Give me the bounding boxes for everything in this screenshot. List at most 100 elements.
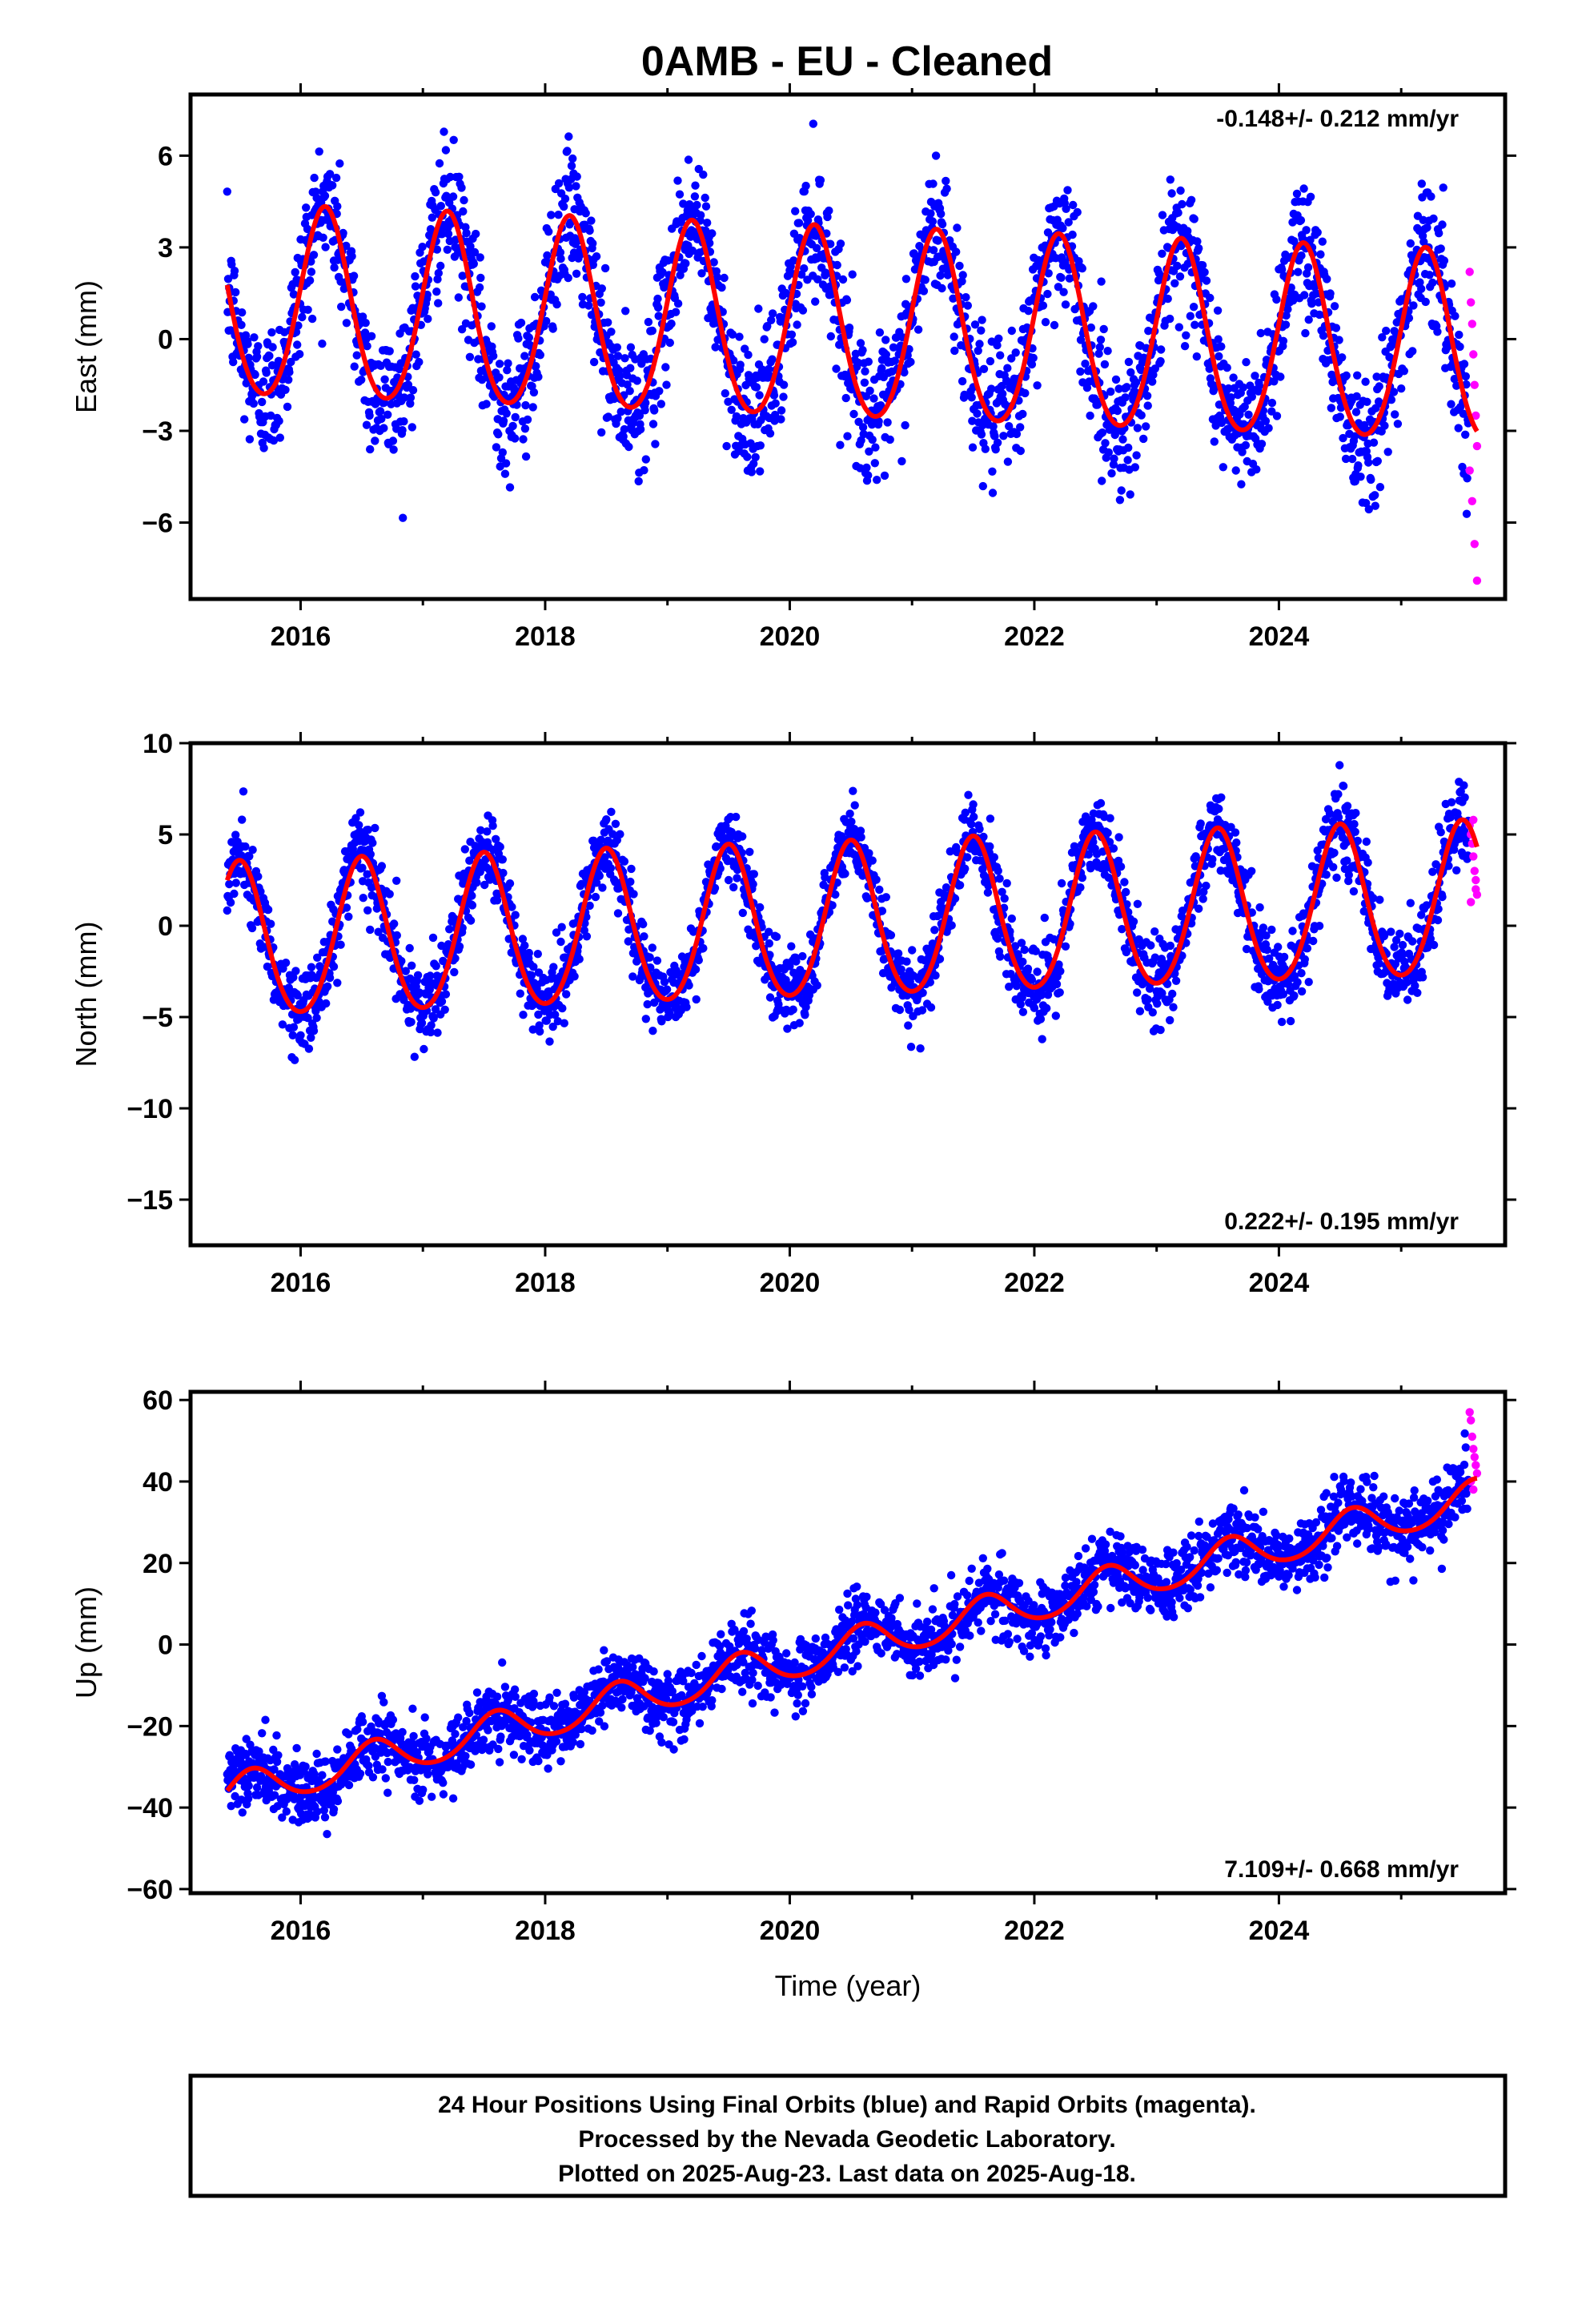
- final-orbit-point: [1018, 993, 1026, 1003]
- final-orbit-point: [765, 364, 773, 374]
- final-orbit-point: [958, 277, 966, 286]
- final-orbit-point: [779, 392, 788, 401]
- final-orbit-point: [320, 191, 330, 200]
- final-orbit-point: [648, 943, 656, 952]
- final-orbit-point: [281, 385, 290, 394]
- final-orbit-point: [747, 468, 756, 476]
- final-orbit-point: [1005, 422, 1014, 431]
- final-orbit-point: [1300, 291, 1309, 300]
- final-orbit-point: [1339, 433, 1347, 443]
- final-orbit-point: [1087, 815, 1096, 824]
- final-orbit-point: [921, 275, 930, 284]
- final-orbit-point: [1350, 819, 1359, 829]
- final-orbit-point: [823, 212, 832, 222]
- final-orbit-point: [755, 391, 764, 400]
- final-orbit-point: [440, 127, 448, 136]
- final-orbit-point: [1158, 211, 1167, 219]
- final-orbit-point: [1362, 837, 1371, 846]
- final-orbit-point: [1319, 332, 1328, 340]
- final-orbit-point: [1255, 903, 1264, 912]
- final-orbit-point: [883, 418, 892, 427]
- final-orbit-point: [1183, 227, 1192, 235]
- final-orbit-point: [729, 356, 738, 365]
- final-orbit-point: [1217, 418, 1227, 428]
- final-orbit-point: [616, 408, 625, 416]
- final-orbit-point: [1021, 388, 1030, 398]
- final-orbit-point: [619, 432, 628, 441]
- final-orbit-point: [549, 963, 558, 971]
- final-orbit-point: [767, 316, 776, 324]
- figure-title: 0AMB - EU - Cleaned: [641, 38, 1053, 85]
- final-orbit-point: [259, 377, 268, 386]
- final-orbit-point: [528, 403, 537, 412]
- final-orbit-point: [1078, 873, 1087, 883]
- final-orbit-point: [1124, 357, 1134, 367]
- final-orbit-point: [1061, 942, 1070, 951]
- final-orbit-point: [675, 190, 685, 199]
- final-orbit-point: [1364, 458, 1373, 467]
- final-orbit-point: [1081, 360, 1090, 368]
- final-orbit-point: [648, 326, 656, 336]
- final-orbit-point: [993, 934, 1002, 943]
- final-orbit-point: [708, 229, 717, 238]
- final-orbit-point: [330, 263, 339, 272]
- final-orbit-point: [1257, 440, 1267, 448]
- final-orbit-point: [955, 881, 965, 890]
- final-orbit-point: [627, 864, 636, 874]
- final-orbit-point: [231, 879, 240, 887]
- final-orbit-point: [1435, 229, 1443, 238]
- final-orbit-point: [1331, 324, 1341, 332]
- final-orbit-point: [554, 179, 564, 188]
- final-orbit-point: [436, 261, 445, 271]
- rapid-orbit-point: [1472, 576, 1482, 585]
- final-orbit-point: [444, 229, 453, 239]
- rapid-orbit-point: [1468, 497, 1477, 505]
- final-orbit-point: [1027, 975, 1037, 984]
- final-orbit-point: [673, 176, 682, 185]
- final-orbit-point: [1178, 199, 1186, 209]
- final-orbit-point: [1302, 226, 1311, 235]
- final-orbit-point: [227, 260, 236, 269]
- final-orbit-point: [1110, 454, 1118, 463]
- final-orbit-point: [496, 842, 504, 851]
- final-orbit-point: [955, 261, 964, 271]
- final-orbit-point: [660, 977, 669, 987]
- final-orbit-point: [283, 402, 292, 412]
- final-orbit-point: [1452, 381, 1461, 390]
- final-orbit-point: [1237, 480, 1246, 489]
- final-orbit-point: [977, 430, 986, 439]
- final-orbit-point: [849, 786, 857, 795]
- final-orbit-point: [880, 471, 889, 480]
- final-orbit-point: [720, 273, 729, 283]
- final-orbit-point: [813, 981, 821, 990]
- final-orbit-point: [889, 343, 898, 352]
- final-orbit-point: [803, 215, 813, 225]
- final-orbit-point: [1353, 836, 1363, 846]
- final-orbit-point: [492, 834, 500, 844]
- final-orbit-point: [431, 188, 440, 197]
- final-orbit-point: [901, 420, 909, 430]
- final-orbit-point: [684, 155, 693, 164]
- final-orbit-point: [926, 1003, 936, 1012]
- final-orbit-point: [1351, 408, 1361, 416]
- final-orbit-point: [788, 338, 797, 347]
- final-orbit-point: [225, 879, 234, 889]
- final-orbit-point: [1244, 410, 1253, 419]
- final-orbit-point: [325, 170, 335, 179]
- y-tick-label: 3: [158, 233, 173, 263]
- rapid-orbit-point: [1472, 411, 1480, 420]
- final-orbit-point: [1106, 814, 1114, 822]
- final-orbit-point: [1387, 396, 1396, 404]
- final-orbit-point: [530, 292, 540, 302]
- final-orbit-point: [1217, 793, 1226, 802]
- final-orbit-point: [1369, 894, 1378, 903]
- final-orbit-point: [1118, 925, 1126, 934]
- final-orbit-point: [950, 346, 959, 356]
- final-orbit-point: [412, 350, 420, 359]
- final-orbit-point: [505, 879, 515, 888]
- final-orbit-point: [1133, 899, 1142, 909]
- final-orbit-point: [500, 469, 510, 478]
- final-orbit-point: [1261, 416, 1271, 425]
- final-orbit-point: [641, 455, 650, 464]
- final-orbit-point: [986, 814, 995, 823]
